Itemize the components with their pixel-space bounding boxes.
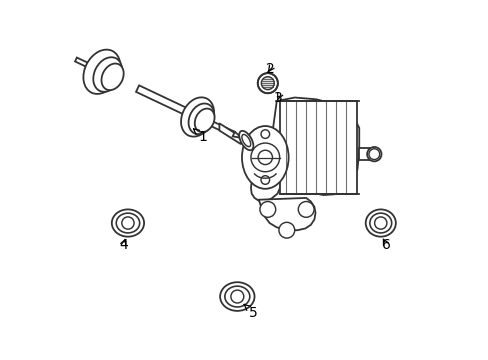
Circle shape [261,176,269,184]
Circle shape [260,202,275,217]
Ellipse shape [242,134,250,147]
Text: 4: 4 [119,238,127,252]
Circle shape [122,217,134,229]
Circle shape [298,202,313,217]
Circle shape [250,143,279,172]
Circle shape [258,150,272,165]
Polygon shape [136,85,194,118]
Ellipse shape [188,104,214,134]
Ellipse shape [242,126,288,189]
Polygon shape [358,148,373,160]
Polygon shape [75,58,91,68]
Circle shape [261,77,274,90]
Text: 3: 3 [274,90,283,104]
Text: 2: 2 [265,62,274,76]
Text: 1: 1 [193,129,207,144]
Polygon shape [258,198,315,230]
Polygon shape [219,123,241,144]
Text: 5: 5 [244,304,257,320]
Ellipse shape [83,50,120,94]
Ellipse shape [239,131,253,150]
Ellipse shape [112,210,144,237]
Ellipse shape [369,213,391,233]
Polygon shape [250,98,359,202]
Ellipse shape [102,63,123,90]
Ellipse shape [365,210,395,237]
Ellipse shape [194,109,214,132]
Circle shape [374,217,386,229]
Ellipse shape [116,213,140,233]
Circle shape [257,73,277,93]
Polygon shape [204,118,234,136]
Ellipse shape [224,286,249,307]
Ellipse shape [93,57,122,92]
Ellipse shape [181,97,214,136]
Ellipse shape [220,282,254,311]
Circle shape [261,130,269,138]
Polygon shape [280,101,357,194]
Circle shape [368,149,379,159]
Text: 6: 6 [381,238,390,252]
Polygon shape [232,132,242,138]
Circle shape [278,222,294,238]
Ellipse shape [366,147,381,161]
Circle shape [230,290,244,303]
